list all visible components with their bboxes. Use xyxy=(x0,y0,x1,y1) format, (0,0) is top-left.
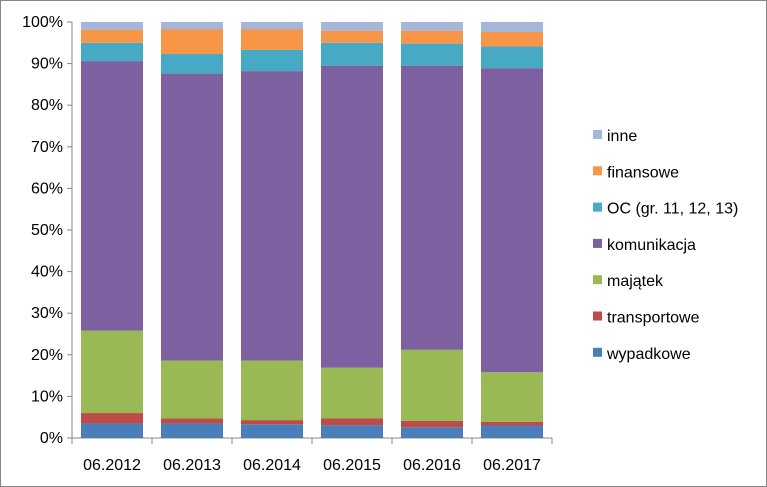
bar-segment-komunikacja xyxy=(81,61,143,331)
legend-swatch-transportowe xyxy=(593,311,602,321)
y-tick-label: 10% xyxy=(31,388,63,405)
x-tick-labels: 06.2012 06.2013 06.2014 06.2015 06.2016 06.20… xyxy=(83,457,541,474)
legend-label-oc-gr-11-12-13: OC (gr. 11, 12, 13) xyxy=(607,201,738,218)
y-tick-label: 100% xyxy=(22,14,63,31)
x-tick-label: 06.2014 xyxy=(243,457,301,474)
bar-segment-inne xyxy=(241,22,303,30)
y-tick-label: 70% xyxy=(31,139,63,156)
legend-swatch-majątek xyxy=(593,275,602,285)
x-tick-label: 06.2016 xyxy=(403,457,461,474)
x-tick-label: 06.2012 xyxy=(83,457,141,474)
bar-segment-komunikacja xyxy=(161,73,223,361)
legend-swatch-wypadkowe xyxy=(593,347,602,357)
legend-swatch-oc-gr-11-12-13 xyxy=(593,202,602,212)
bar-segment-oc-gr-11-12-13 xyxy=(241,49,303,72)
bar-segment-oc-gr-11-12-13 xyxy=(321,42,383,66)
bar-segment-finansowe xyxy=(401,30,463,44)
y-tick-label: 80% xyxy=(31,97,63,114)
y-tick-label: 50% xyxy=(31,222,63,239)
legend-label-finansowe: finansowe xyxy=(607,164,679,181)
legend: inne finansowe OC (gr. 11, 12, 13) komunika… xyxy=(593,128,738,363)
axes xyxy=(67,21,553,444)
x-tick-label: 06.2017 xyxy=(483,457,541,474)
bars xyxy=(81,22,543,438)
legend-label-wypadkowe: wypadkowe xyxy=(606,346,691,363)
bar-segment-majątek xyxy=(241,360,303,421)
legend-label-majątek: majątek xyxy=(607,273,664,290)
bar-segment-komunikacja xyxy=(321,65,383,368)
bar-segment-wypadkowe xyxy=(241,424,303,438)
bar-segment-inne xyxy=(81,22,143,30)
bar-segment-majątek xyxy=(481,372,543,422)
y-tick-label: 20% xyxy=(31,347,63,364)
bar-segment-transportowe xyxy=(81,413,143,424)
bar-segment-finansowe xyxy=(81,29,143,43)
bar-segment-oc-gr-11-12-13 xyxy=(401,43,463,66)
bar-segment-finansowe xyxy=(481,31,543,47)
y-tick-label: 30% xyxy=(31,305,63,322)
bar-segment-oc-gr-11-12-13 xyxy=(81,42,143,62)
bar-segment-majątek xyxy=(401,349,463,421)
legend-label-komunikacja: komunikacja xyxy=(607,237,696,254)
bar-segment-majątek xyxy=(321,367,383,419)
x-tick-label: 06.2015 xyxy=(323,457,381,474)
bar-segment-finansowe xyxy=(321,30,383,43)
bar-segment-finansowe xyxy=(241,29,303,50)
y-tick-label: 40% xyxy=(31,264,63,281)
bar-segment-inne xyxy=(401,22,463,31)
bar-segment-transportowe xyxy=(161,418,223,424)
bar-segment-wypadkowe xyxy=(401,427,463,438)
bar-segment-majątek xyxy=(81,330,143,414)
legend-swatch-komunikacja xyxy=(593,238,602,248)
bar-segment-transportowe xyxy=(241,420,303,425)
y-tick-label: 60% xyxy=(31,180,63,197)
bar-segment-inne xyxy=(321,22,383,31)
bar-segment-komunikacja xyxy=(401,65,463,350)
legend-swatch-inne xyxy=(593,130,602,139)
bar-segment-oc-gr-11-12-13 xyxy=(481,46,543,69)
legend-label-inne: inne xyxy=(607,128,637,145)
bar-segment-inne xyxy=(161,22,223,30)
y-tick-labels: 0% 10% 20% 30% 40% 50% 60% 70% 80% 90% 100% xyxy=(22,14,63,447)
legend-swatch-finansowe xyxy=(593,166,602,176)
bar-segment-transportowe xyxy=(481,421,543,426)
bar-segment-transportowe xyxy=(401,420,463,428)
bar-segment-transportowe xyxy=(321,418,383,426)
bar-segment-wypadkowe xyxy=(161,423,223,438)
bar-segment-komunikacja xyxy=(241,71,303,361)
bar-segment-oc-gr-11-12-13 xyxy=(161,54,223,74)
bar-segment-komunikacja xyxy=(481,68,543,373)
bar-segment-wypadkowe xyxy=(321,425,383,438)
legend-label-transportowe: transportowe xyxy=(607,310,700,327)
bar-segment-finansowe xyxy=(161,29,223,55)
bar-segment-wypadkowe xyxy=(481,425,543,438)
bar-segment-wypadkowe xyxy=(81,423,143,438)
y-tick-label: 0% xyxy=(40,430,63,447)
y-tick-label: 90% xyxy=(31,56,63,73)
bar-segment-majątek xyxy=(161,360,223,419)
bar-segment-inne xyxy=(481,22,543,32)
x-tick-label: 06.2013 xyxy=(163,457,221,474)
